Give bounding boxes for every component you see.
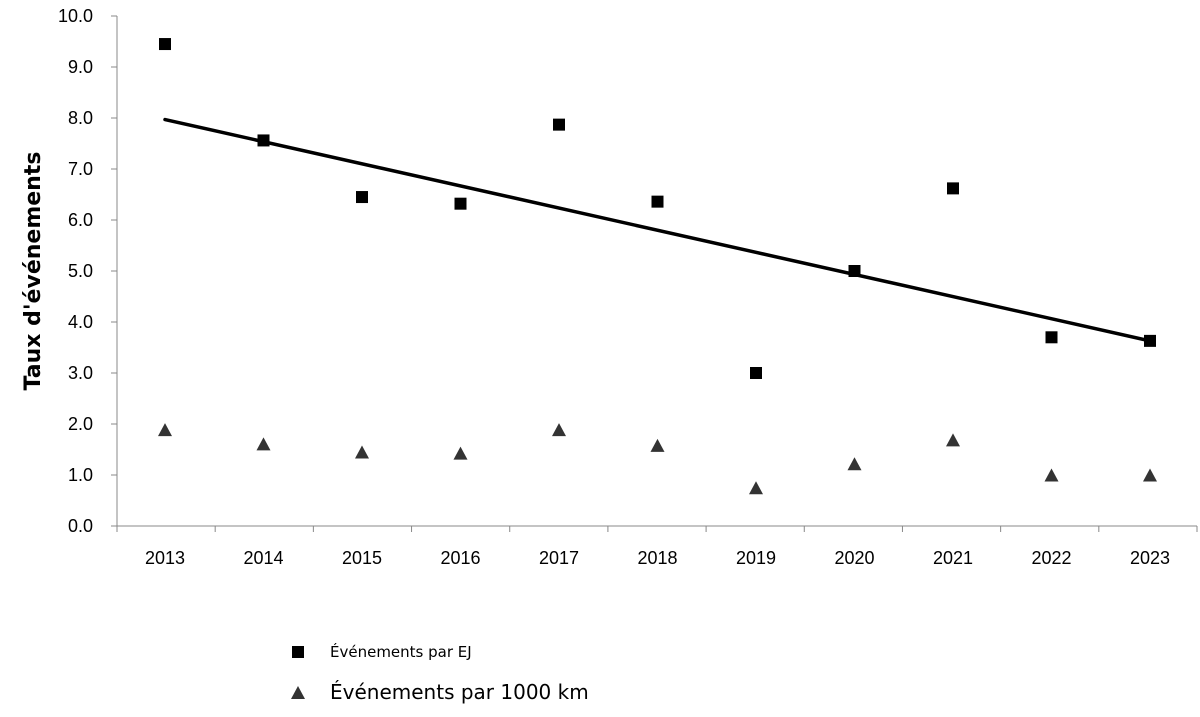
y-tick-label: 0.0: [68, 516, 93, 536]
point-km-2022: [1044, 468, 1059, 482]
x-tick-label: 2021: [933, 548, 973, 568]
legend-label-ej: Événements par EJ: [330, 643, 472, 661]
point-km-2014: [256, 437, 271, 451]
point-km-2021: [946, 433, 960, 447]
data-marks: [158, 38, 1157, 495]
x-tick-label: 2020: [834, 548, 874, 568]
y-tick-label: 2.0: [68, 414, 93, 434]
y-tick-label: 6.0: [68, 210, 93, 230]
point-ej-2020: [848, 265, 861, 277]
y-tick-label: 10.0: [58, 6, 93, 26]
point-km-2015: [355, 445, 369, 459]
x-tick-label: 2016: [440, 548, 480, 568]
point-km-2013: [158, 423, 172, 437]
trendline-layer: [163, 117, 1152, 343]
point-ej-2023: [1144, 334, 1156, 347]
x-tick-label: 2013: [145, 548, 185, 568]
point-ej-2018: [651, 195, 664, 208]
y-tick-label: 4.0: [68, 312, 93, 332]
point-km-2023: [1143, 468, 1157, 482]
legend-label-km: Événements par 1000 km: [330, 680, 589, 704]
legend-triangle-marker: [290, 685, 330, 699]
x-tick-label: 2019: [736, 548, 776, 568]
point-ej-2014: [257, 134, 270, 147]
point-ej-2016: [454, 197, 467, 210]
x-tick-label: 2022: [1031, 548, 1071, 568]
legend: Événements par EJ Événements par 1000 km: [290, 632, 589, 712]
y-tick-label: 5.0: [68, 261, 93, 281]
point-ej-2022: [1045, 331, 1058, 344]
y-axis-ticks: 0.0 1.0 2.0 3.0 4.0 5.0 6.0 7.0 8.0 9.0 10.0: [58, 6, 117, 536]
point-ej-2015: [356, 191, 368, 204]
y-tick-label: 9.0: [68, 57, 93, 77]
trendline: [163, 117, 1152, 343]
point-km-2018: [650, 438, 665, 452]
x-tick-label: 2018: [637, 548, 677, 568]
y-tick-label: 3.0: [68, 363, 93, 383]
point-km-2016: [453, 446, 468, 460]
point-km-2017: [552, 423, 566, 437]
legend-item-km: Événements par 1000 km: [290, 672, 589, 712]
x-tick-label: 2017: [539, 548, 579, 568]
point-km-2019: [749, 481, 763, 495]
x-tick-label: 2023: [1130, 548, 1170, 568]
point-ej-2017: [553, 118, 565, 131]
y-tick-label: 7.0: [68, 159, 93, 179]
y-tick-label: 8.0: [68, 108, 93, 128]
y-tick-label: 1.0: [68, 465, 93, 485]
legend-square-marker: [290, 646, 330, 658]
point-ej-2019: [750, 367, 762, 379]
legend-item-ej: Événements par EJ: [290, 632, 589, 672]
scatter-chart: Taux d'événements 0.0 1.0 2.0 3.0 4.0 5.0 6.0 7…: [21, 6, 1198, 568]
point-ej-2021: [947, 182, 959, 195]
point-km-2020: [847, 457, 862, 471]
x-axis-ticks: 2013 2014 2015 2016 2017 2018 2019 2020 2021 2022…: [116, 526, 1198, 568]
x-tick-label: 2014: [243, 548, 283, 568]
x-tick-label: 2015: [342, 548, 382, 568]
point-ej-2013: [159, 38, 171, 51]
y-axis-title: Taux d'événements: [21, 152, 46, 391]
